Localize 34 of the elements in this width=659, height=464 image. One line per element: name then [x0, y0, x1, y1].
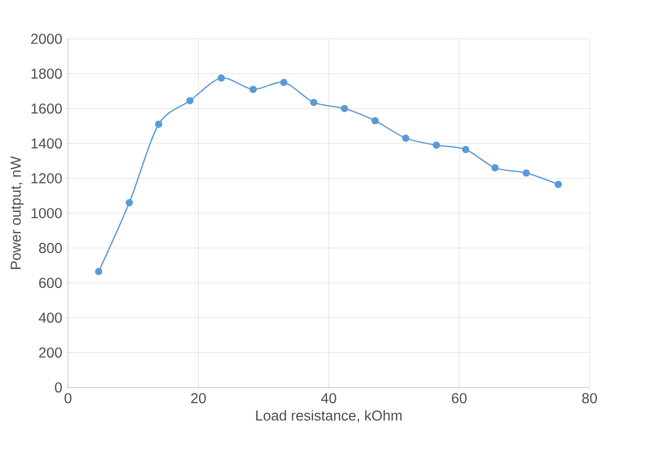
point [95, 268, 102, 276]
point [186, 97, 194, 104]
point [402, 134, 410, 142]
point [432, 142, 440, 149]
point [462, 146, 470, 154]
y-tick-label: 1000 [32, 208, 62, 218]
x-tick-label: 40 [321, 393, 336, 404]
y-tick-label: 1800 [32, 68, 62, 79]
point [126, 199, 133, 206]
y-tick-label: 200 [39, 348, 62, 358]
y-tick-label: 0 [54, 382, 62, 393]
point [371, 117, 379, 124]
y-tick-label: 1400 [32, 138, 62, 148]
x-tick-label: 80 [582, 393, 597, 404]
x-tick-label: 20 [191, 393, 206, 404]
y-axis-title: Power output, nW [10, 156, 24, 269]
point [491, 164, 499, 172]
point [218, 74, 225, 82]
y-tick-label: 2000 [31, 34, 62, 44]
point [340, 104, 348, 112]
y-tick-label: 400 [38, 312, 62, 323]
point [250, 86, 257, 94]
point [522, 169, 530, 177]
y-tick-label: 800 [39, 242, 62, 254]
x-axis-title: Load resistance, kOhm [256, 410, 402, 422]
x-tick-label: 0 [64, 393, 72, 404]
point [554, 180, 562, 188]
point [280, 78, 288, 86]
y-tick-label: 1200 [32, 173, 62, 184]
y-tick-label: 600 [39, 278, 62, 288]
point [310, 98, 318, 106]
y-tick-label: 1600 [32, 103, 62, 114]
point [155, 120, 162, 128]
x-tick-label: 60 [452, 393, 467, 404]
